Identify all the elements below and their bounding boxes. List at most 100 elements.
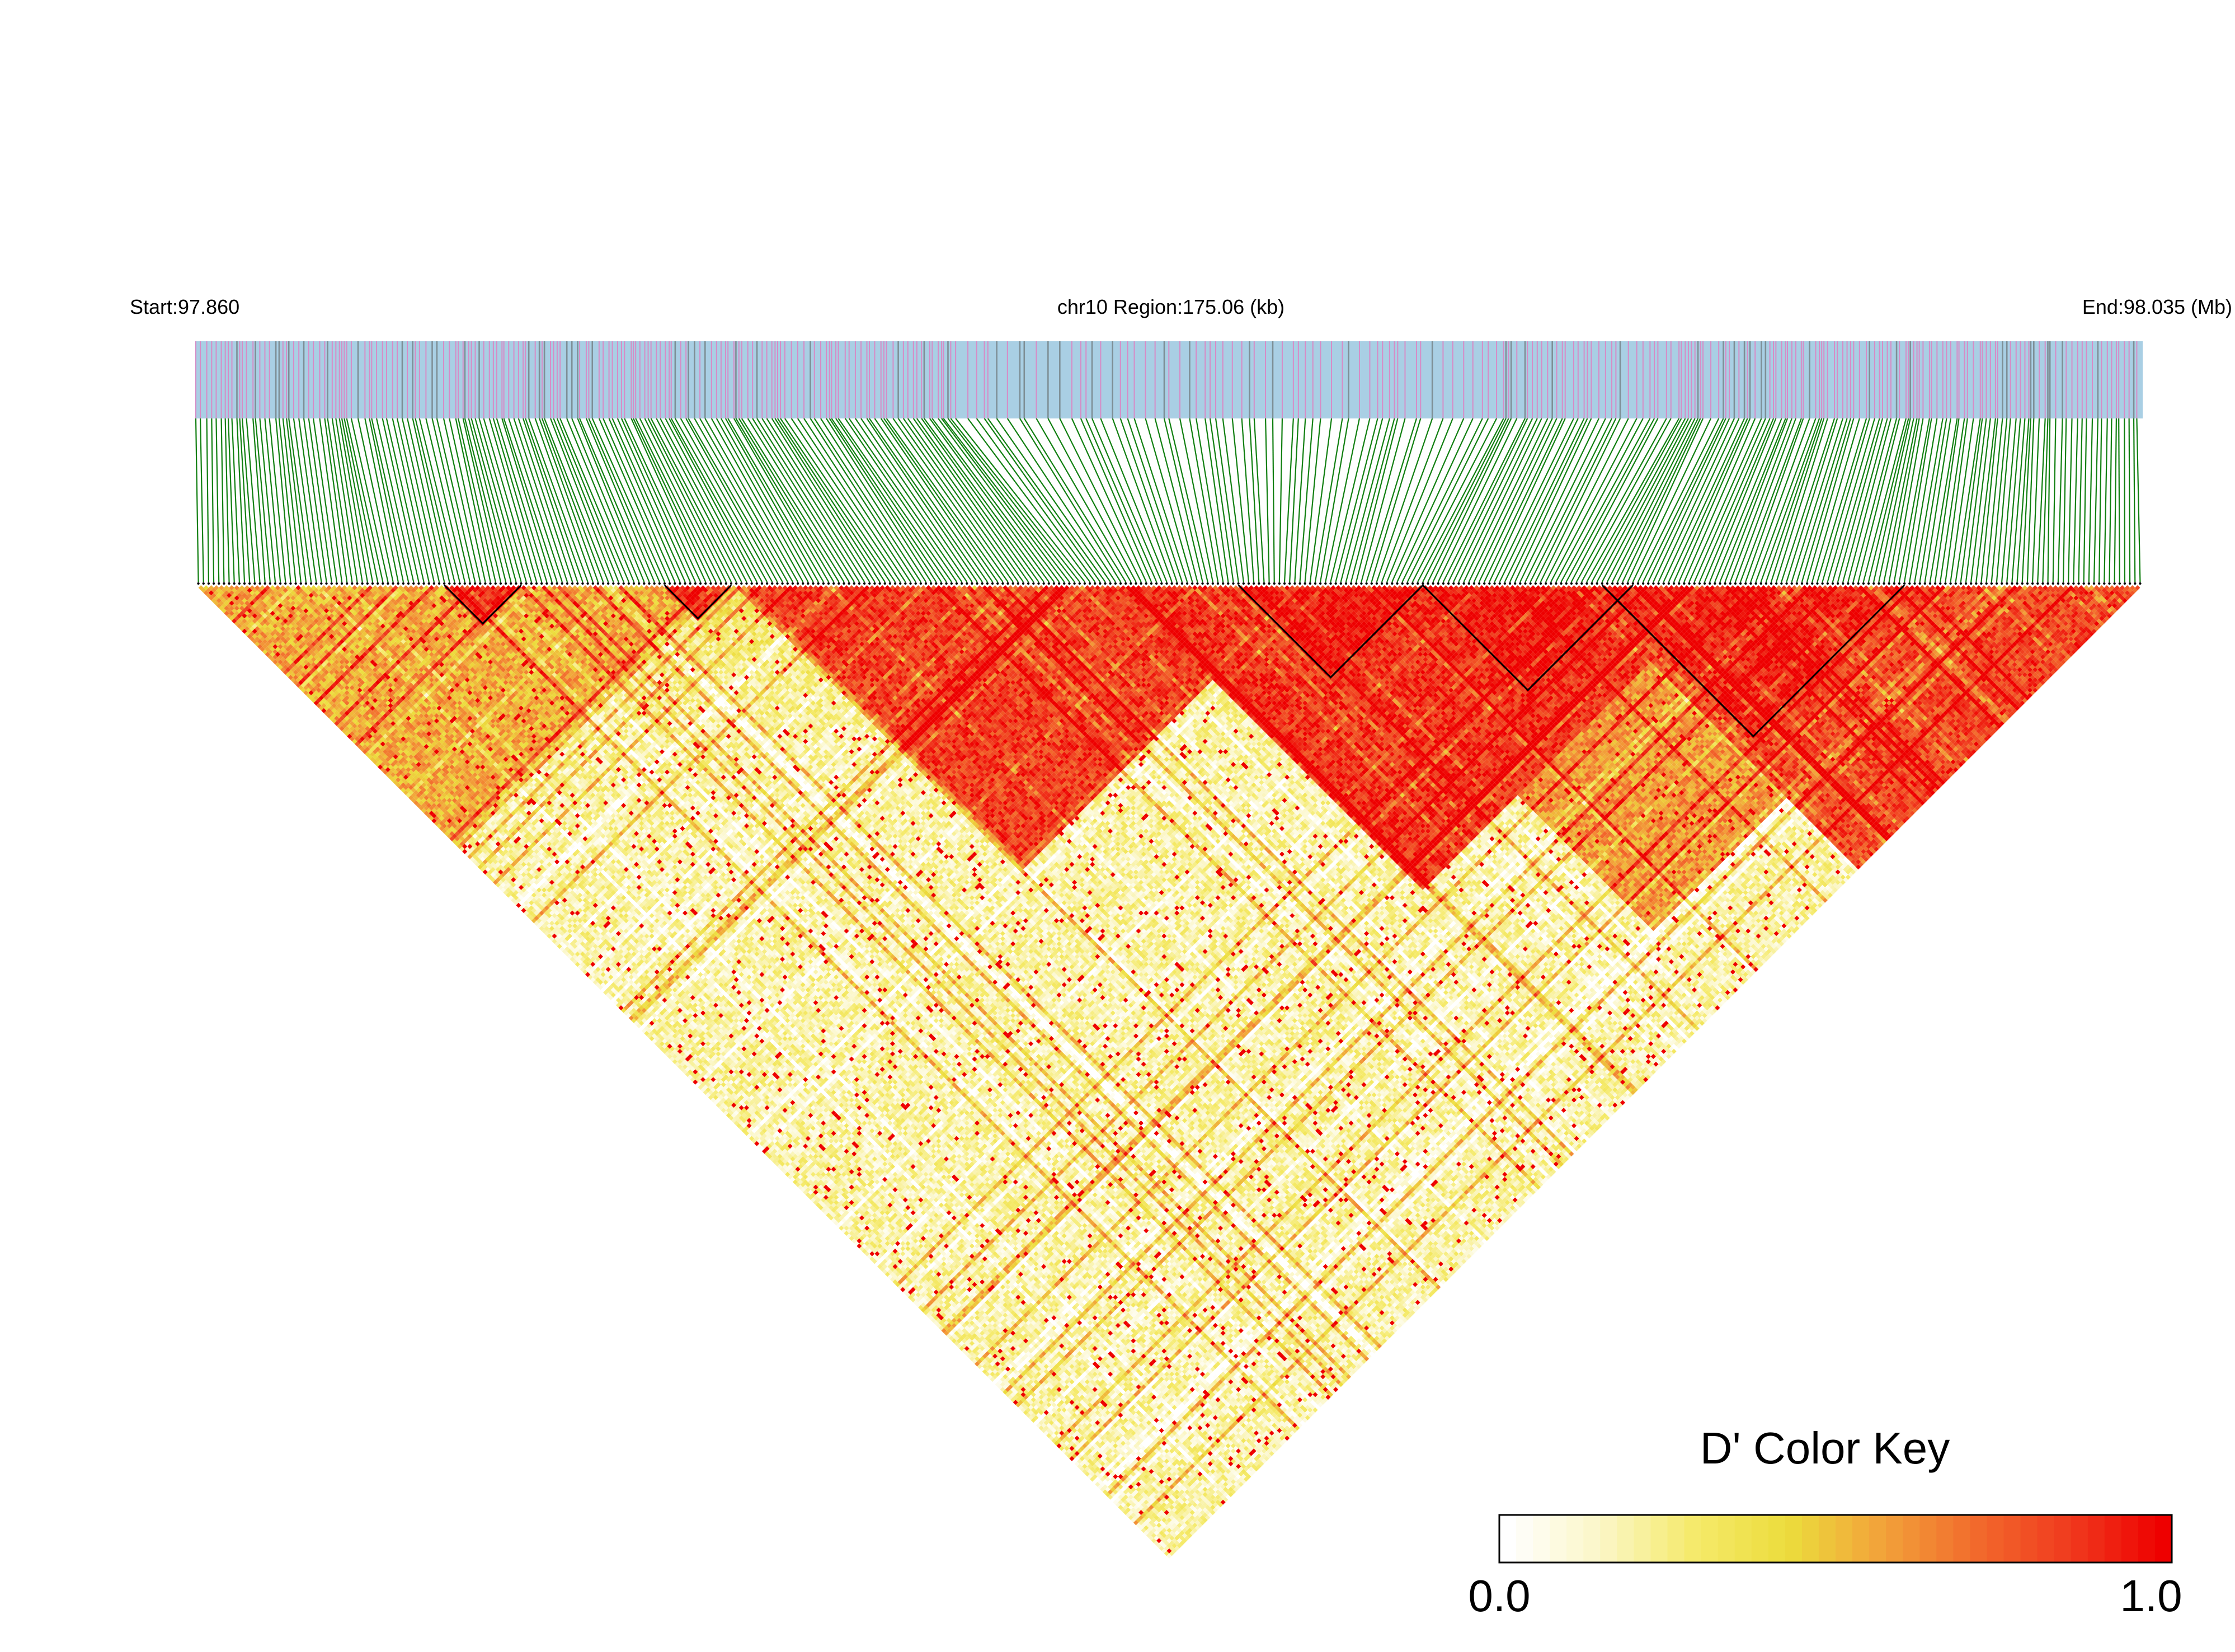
snp-marker-dot — [1488, 582, 1490, 585]
snp-marker-dot — [863, 582, 865, 585]
snp-marker-dot — [495, 582, 497, 585]
snp-marker-dot — [238, 582, 241, 585]
snp-marker-dot — [1591, 582, 1593, 585]
snp-marker-dot — [2124, 582, 2126, 585]
snp-marker-dot — [366, 582, 369, 585]
snp-marker-dot — [1237, 582, 1239, 585]
snp-marker-dot — [1934, 582, 1936, 585]
snp-marker-dot — [966, 582, 968, 585]
snp-marker-dot — [1309, 582, 1311, 585]
snp-marker-dot — [479, 582, 481, 585]
snp-marker-dot — [1160, 582, 1163, 585]
snp-marker-dot — [1570, 582, 1573, 585]
snp-marker-dot — [540, 582, 543, 585]
snp-marker-dot — [218, 582, 220, 585]
snp-marker-dot — [443, 582, 445, 585]
snp-marker-dot — [371, 582, 374, 585]
snp-marker-dot — [730, 582, 732, 585]
snp-marker-dot — [1678, 582, 1680, 585]
snp-marker-dot — [1432, 582, 1434, 585]
snp-marker-dot — [1611, 582, 1613, 585]
snp-marker-dot — [1596, 582, 1598, 585]
snp-connector-line — [2129, 418, 2130, 582]
snp-marker-dot — [279, 582, 281, 585]
snp-marker-dot — [264, 582, 266, 585]
snp-marker-dot — [597, 582, 599, 585]
snp-marker-dot — [1462, 582, 1465, 585]
snp-marker-dot — [2016, 582, 2018, 585]
snp-marker-dot — [1094, 582, 1096, 585]
snp-marker-dot — [417, 582, 420, 585]
snp-marker-dot — [1960, 582, 1962, 585]
snp-marker-dot — [699, 582, 702, 585]
snp-marker-dot — [336, 582, 338, 585]
snp-marker-dot — [1719, 582, 1721, 585]
snp-marker-dot — [940, 582, 942, 585]
snp-marker-dot — [1232, 582, 1234, 585]
snp-marker-dot — [1555, 582, 1557, 585]
snp-marker-dot — [1744, 582, 1747, 585]
snp-marker-dot — [1739, 582, 1742, 585]
snp-marker-dot — [484, 582, 486, 585]
snp-marker-dot — [1565, 582, 1568, 585]
snp-marker-dot — [904, 582, 906, 585]
snp-marker-dot — [438, 582, 440, 585]
snp-marker-dot — [356, 582, 358, 585]
snp-marker-dot — [684, 582, 686, 585]
snp-marker-dot — [976, 582, 978, 585]
snp-marker-dot — [2006, 582, 2008, 585]
snp-marker-dot — [1068, 582, 1070, 585]
snp-marker-dot — [1714, 582, 1716, 585]
snp-marker-dot — [550, 582, 553, 585]
snp-marker-dot — [243, 582, 246, 585]
snp-marker-dot — [1734, 582, 1737, 585]
snp-marker-dot — [525, 582, 527, 585]
snp-marker-dot — [1063, 582, 1065, 585]
snp-marker-dot — [1529, 582, 1531, 585]
snp-marker-dot — [1504, 582, 1506, 585]
snp-marker-dot — [592, 582, 594, 585]
snp-marker-dot — [797, 582, 799, 585]
snp-marker-dot — [1996, 582, 1998, 585]
snp-marker-dot — [1386, 582, 1388, 585]
snp-marker-dot — [1688, 582, 1690, 585]
snp-marker-dot — [1011, 582, 1014, 585]
snp-marker-dot — [622, 582, 624, 585]
snp-marker-dot — [2103, 582, 2105, 585]
snp-marker-dot — [1135, 582, 1137, 585]
snp-marker-dot — [1006, 582, 1009, 585]
snp-marker-dot — [1140, 582, 1142, 585]
snp-marker-dot — [474, 582, 476, 585]
snp-marker-dot — [725, 582, 727, 585]
snp-marker-dot — [1181, 582, 1183, 585]
snp-marker-dot — [1693, 582, 1695, 585]
snp-marker-dot — [2082, 582, 2085, 585]
snp-marker-dot — [427, 582, 430, 585]
snp-marker-dot — [1780, 582, 1782, 585]
snp-marker-dot — [2093, 582, 2095, 585]
snp-marker-dot — [1760, 582, 1762, 585]
snp-connector-line — [2124, 418, 2125, 582]
snp-marker-dot — [515, 582, 517, 585]
snp-marker-dot — [1119, 582, 1122, 585]
snp-marker-dot — [1304, 582, 1306, 585]
snp-marker-dot — [628, 582, 630, 585]
snp-marker-dot — [827, 582, 830, 585]
snp-marker-dot — [1089, 582, 1091, 585]
end-label: End:98.035 (Mb) — [2082, 295, 2232, 318]
snp-marker-dot — [612, 582, 614, 585]
snp-marker-dot — [1319, 582, 1321, 585]
snp-marker-dot — [935, 582, 937, 585]
snp-marker-dot — [1509, 582, 1511, 585]
snp-marker-dot — [1165, 582, 1168, 585]
snp-marker-dot — [1186, 582, 1188, 585]
snp-marker-dot — [1324, 582, 1326, 585]
snp-marker-dot — [1437, 582, 1439, 585]
snp-marker-dot — [1206, 582, 1208, 585]
snp-marker-dot — [1652, 582, 1654, 585]
snp-marker-dot — [1918, 582, 1921, 585]
snp-marker-dot — [1411, 582, 1414, 585]
snp-marker-dot — [669, 582, 671, 585]
snp-marker-dot — [884, 582, 886, 585]
start-label: Start:97.860 — [130, 295, 239, 318]
